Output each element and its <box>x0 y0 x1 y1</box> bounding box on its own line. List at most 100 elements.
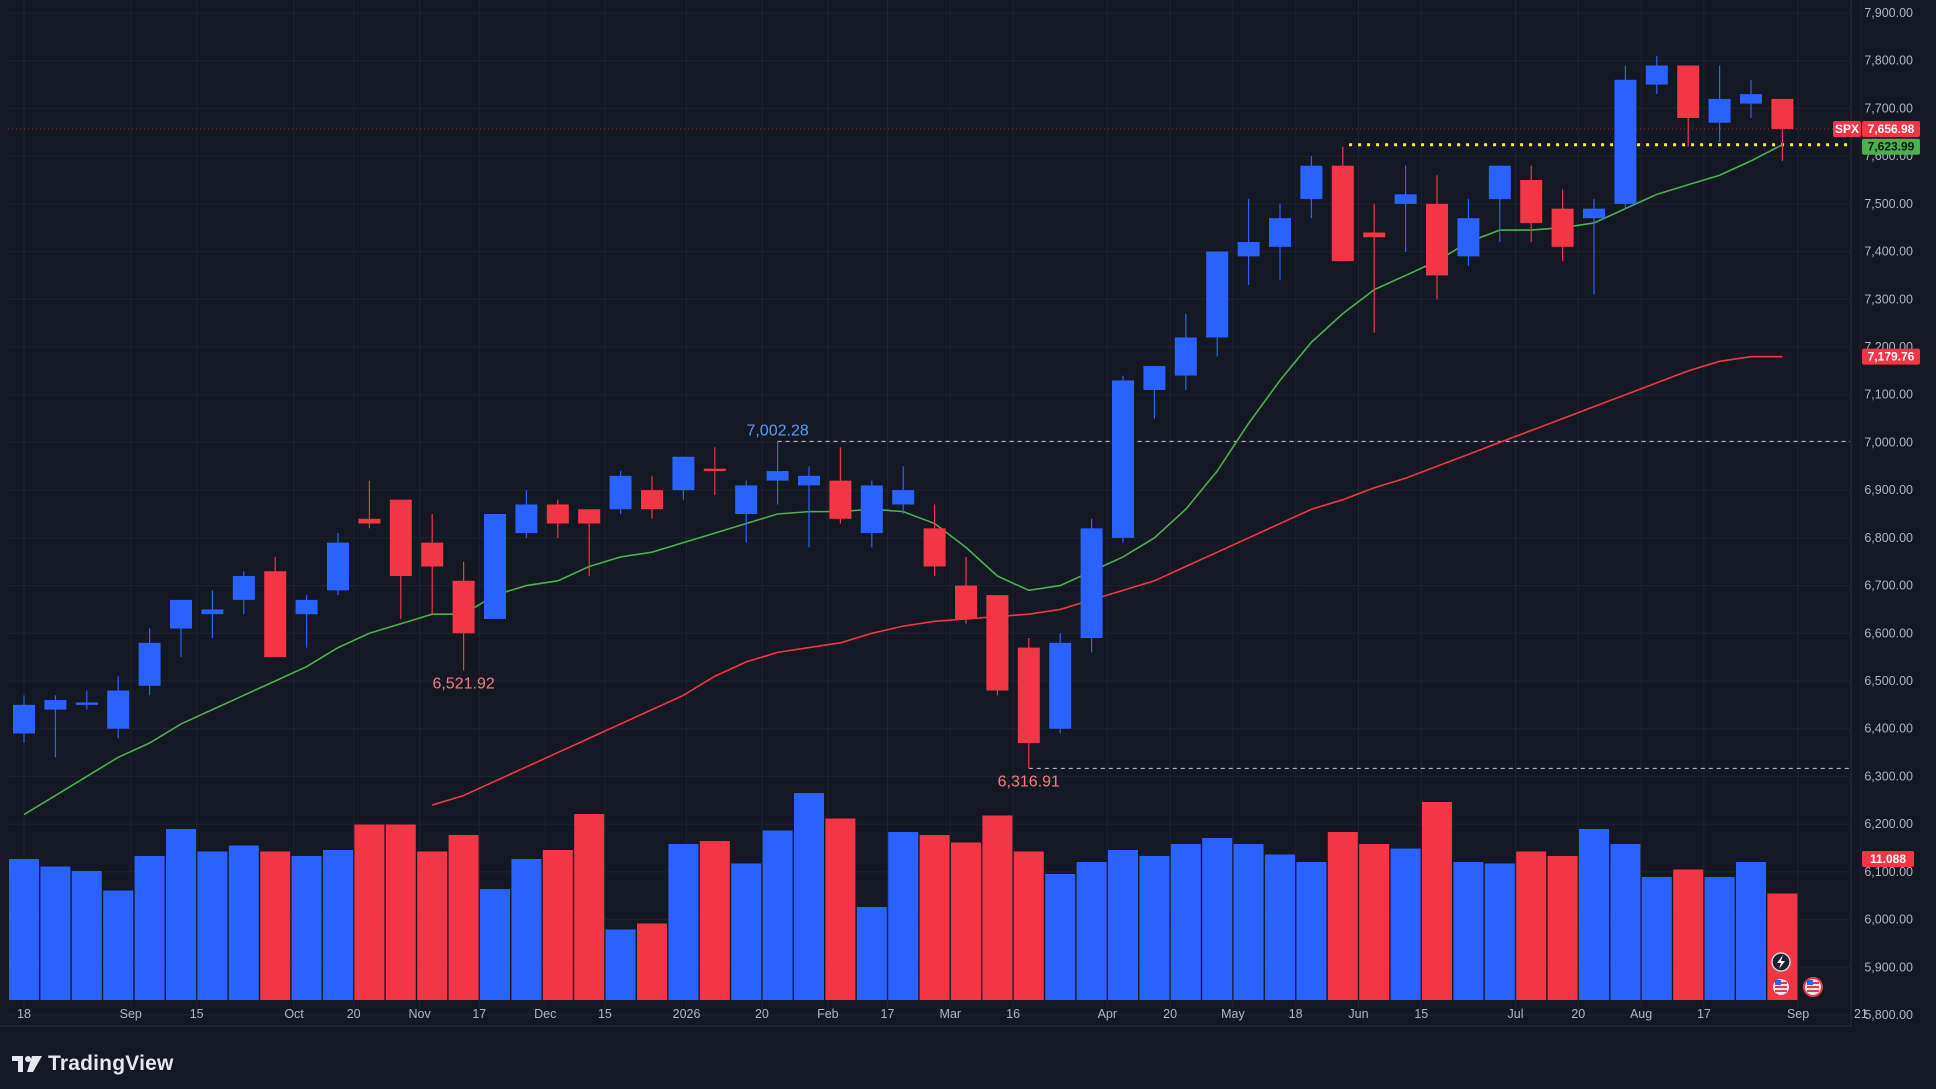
volume-bar <box>951 842 981 1000</box>
time-tick-label: 21 <box>1854 1007 1868 1021</box>
candle[interactable] <box>860 480 883 548</box>
time-tick-label: 2026 <box>673 1007 701 1021</box>
candle[interactable] <box>672 456 695 500</box>
time-tick-label: Sep <box>1787 1007 1809 1021</box>
candle[interactable] <box>107 676 130 739</box>
candle[interactable] <box>1614 65 1637 209</box>
candle[interactable] <box>1080 518 1103 653</box>
candle[interactable] <box>1331 146 1354 262</box>
candle[interactable] <box>546 499 569 538</box>
candle[interactable] <box>798 466 820 548</box>
candle[interactable] <box>1677 65 1700 147</box>
price-axis[interactable]: 5,800.00 5,900.00 6,000.00 6,100.00 6,200.00… <box>1850 0 1913 1026</box>
candle[interactable] <box>264 556 287 658</box>
candle[interactable] <box>295 595 318 648</box>
volume-bar <box>1453 862 1484 1000</box>
candle-body <box>1363 232 1386 238</box>
candle[interactable] <box>1300 156 1323 219</box>
event-icons[interactable] <box>1771 952 1823 997</box>
candle[interactable] <box>201 590 224 639</box>
ma-slow-badge: 7,179.76 <box>1862 348 1920 365</box>
candle-body <box>1520 180 1543 223</box>
lightning-icon[interactable] <box>1771 952 1791 972</box>
candle-body <box>703 468 726 472</box>
candle[interactable] <box>703 447 726 495</box>
candle[interactable] <box>578 509 601 577</box>
volume-bar <box>731 863 762 1000</box>
candle[interactable] <box>1143 366 1166 419</box>
time-tick-label: Jun <box>1348 1007 1368 1021</box>
candle[interactable] <box>986 595 1009 696</box>
candle[interactable] <box>1583 199 1605 295</box>
volume-bar <box>919 835 950 1000</box>
candle[interactable] <box>1520 165 1543 243</box>
time-tick-label: 17 <box>472 1007 486 1021</box>
candle-body <box>421 542 444 567</box>
candle[interactable] <box>13 695 35 744</box>
candle[interactable] <box>1394 165 1417 252</box>
candle[interactable] <box>515 490 538 538</box>
candle[interactable] <box>1049 633 1072 734</box>
candle[interactable] <box>1017 638 1040 769</box>
volume-bar <box>1641 877 1672 1000</box>
candle-body <box>13 704 35 734</box>
footer: TradingView <box>0 1040 1936 1089</box>
candle[interactable] <box>452 561 475 671</box>
volume-bar <box>1704 877 1735 1000</box>
candle[interactable] <box>75 690 98 710</box>
price-tick-label: 6,800.00 <box>1864 531 1913 545</box>
price-chart[interactable]: 7,002.28 6,521.92 6,316.91 5,800.00 5,900.00… <box>0 0 1936 1040</box>
volume-bar <box>1610 844 1641 1000</box>
candle[interactable] <box>1488 165 1511 243</box>
candle[interactable] <box>421 514 444 615</box>
candle[interactable] <box>327 533 349 596</box>
candle[interactable] <box>1237 199 1260 285</box>
time-tick-label: Feb <box>817 1007 839 1021</box>
candle[interactable] <box>1112 375 1134 543</box>
candle[interactable] <box>1771 98 1794 161</box>
us-flag-icon[interactable] <box>1771 977 1791 997</box>
candle[interactable] <box>1363 203 1386 333</box>
volume-bar <box>1422 802 1452 1000</box>
us-flag-icon[interactable] <box>1803 977 1823 997</box>
candle[interactable] <box>484 514 506 619</box>
tradingview-logo[interactable]: TradingView <box>12 1052 174 1076</box>
candle[interactable] <box>1174 313 1197 390</box>
candle[interactable] <box>358 480 381 529</box>
candle-body <box>1080 528 1103 639</box>
candle-body <box>546 504 569 524</box>
candle[interactable] <box>1551 189 1574 262</box>
candle[interactable] <box>955 556 977 624</box>
time-axis[interactable]: 18 Sep 15 Oct 20 Nov 17 Dec 15 2026 20 Feb 17 Mar 16 Ap… <box>0 1007 1868 1027</box>
candle-body <box>138 642 161 686</box>
candle[interactable] <box>892 466 915 514</box>
candle[interactable] <box>389 499 412 619</box>
candle[interactable] <box>44 695 67 758</box>
price-tick-label: 7,900.00 <box>1864 6 1913 20</box>
candle[interactable] <box>735 480 758 543</box>
candle[interactable] <box>1708 65 1731 142</box>
candle[interactable] <box>829 447 852 524</box>
candle[interactable] <box>641 475 663 519</box>
candle[interactable] <box>766 441 789 505</box>
candle[interactable] <box>1457 199 1480 266</box>
candle[interactable] <box>1645 55 1668 95</box>
candle-body <box>1206 251 1229 338</box>
candle[interactable] <box>1740 79 1762 118</box>
volume-bar <box>762 830 793 1000</box>
candle[interactable] <box>138 628 161 696</box>
candle[interactable] <box>1206 251 1229 357</box>
volume-bar <box>1045 874 1076 1000</box>
time-tick-label: 15 <box>1414 1007 1428 1021</box>
candle[interactable] <box>232 571 255 615</box>
candle[interactable] <box>1269 203 1291 281</box>
candle[interactable] <box>923 504 946 577</box>
volume-bar <box>448 835 479 1000</box>
candle-body <box>358 518 381 524</box>
candle[interactable] <box>170 599 192 658</box>
volume-bar <box>354 824 385 1000</box>
candle-body <box>1645 65 1668 85</box>
candle[interactable] <box>1426 175 1448 300</box>
candle-body <box>1457 218 1480 257</box>
candle[interactable] <box>609 471 632 514</box>
